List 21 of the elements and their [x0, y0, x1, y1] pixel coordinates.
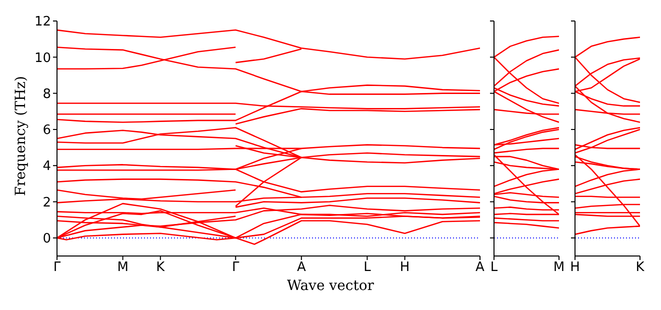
- x-tick-label: H: [570, 260, 580, 276]
- y-tick-label: 6: [42, 123, 51, 138]
- y-tick-label: 0: [42, 232, 51, 247]
- y-tick-label: 4: [42, 159, 51, 174]
- x-tick-label: Γ: [53, 260, 62, 276]
- x-tick-label: K: [156, 260, 166, 276]
- x-tick-label: A: [296, 260, 306, 276]
- x-tick-label: A: [476, 260, 485, 276]
- x-tick-label: L: [490, 260, 498, 276]
- y-tick-label: 8: [42, 86, 51, 102]
- x-tick-label: M: [117, 260, 128, 276]
- y-tick-label: 10: [34, 50, 51, 66]
- x-tick-label: H: [400, 260, 410, 276]
- y-tick-label: 2: [42, 195, 51, 210]
- x-tick-label: Γ: [232, 260, 240, 276]
- x-axis-title: Wave vector: [286, 278, 375, 294]
- x-tick-label: M: [553, 260, 565, 276]
- y-axis-title: Frequency (THz): [13, 74, 29, 198]
- x-tick-label: K: [636, 260, 645, 276]
- y-tick-label: 12: [34, 14, 51, 30]
- x-tick-label: L: [364, 260, 372, 276]
